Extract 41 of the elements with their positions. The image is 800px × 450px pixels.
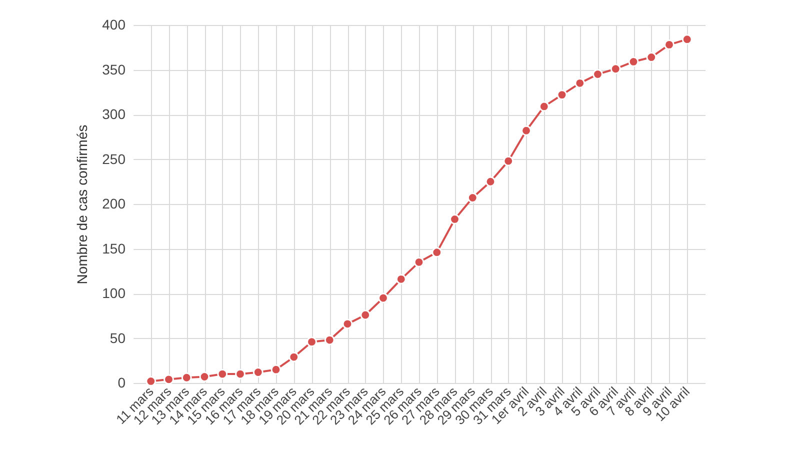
point bbox=[592, 69, 603, 80]
point bbox=[306, 336, 317, 348]
point bbox=[574, 78, 586, 88]
point bbox=[450, 214, 460, 224]
point bbox=[199, 372, 210, 382]
point bbox=[467, 192, 478, 203]
y-tick-label: 400 bbox=[102, 16, 126, 32]
point bbox=[610, 64, 621, 74]
point bbox=[485, 176, 496, 187]
y-tick-label: 250 bbox=[102, 150, 126, 167]
y-tick-label: 150 bbox=[102, 240, 126, 256]
point bbox=[682, 34, 692, 45]
point bbox=[217, 368, 228, 380]
point bbox=[396, 274, 406, 284]
point bbox=[556, 90, 568, 100]
point bbox=[181, 372, 192, 383]
point bbox=[360, 310, 371, 320]
point bbox=[342, 318, 353, 330]
point bbox=[164, 374, 174, 385]
y-axis-title: Nombre de cas confirmés bbox=[74, 124, 90, 284]
y-tick-label: 50 bbox=[110, 330, 126, 346]
point bbox=[288, 352, 300, 362]
point bbox=[628, 56, 639, 67]
y-tick-label: 200 bbox=[102, 196, 126, 212]
y-tick-label: 350 bbox=[102, 61, 126, 78]
point bbox=[538, 101, 550, 112]
point bbox=[646, 52, 657, 62]
point bbox=[252, 367, 264, 378]
point bbox=[414, 256, 424, 268]
point bbox=[324, 334, 335, 346]
point bbox=[503, 156, 514, 166]
point bbox=[235, 368, 246, 380]
y-tick-label: 0 bbox=[118, 374, 126, 390]
point bbox=[521, 125, 532, 136]
point bbox=[432, 247, 442, 258]
point bbox=[378, 292, 388, 304]
point bbox=[270, 364, 282, 375]
point bbox=[146, 376, 156, 386]
y-tick-label: 300 bbox=[102, 106, 126, 122]
point bbox=[664, 39, 674, 50]
y-tick-label: 100 bbox=[102, 285, 126, 301]
